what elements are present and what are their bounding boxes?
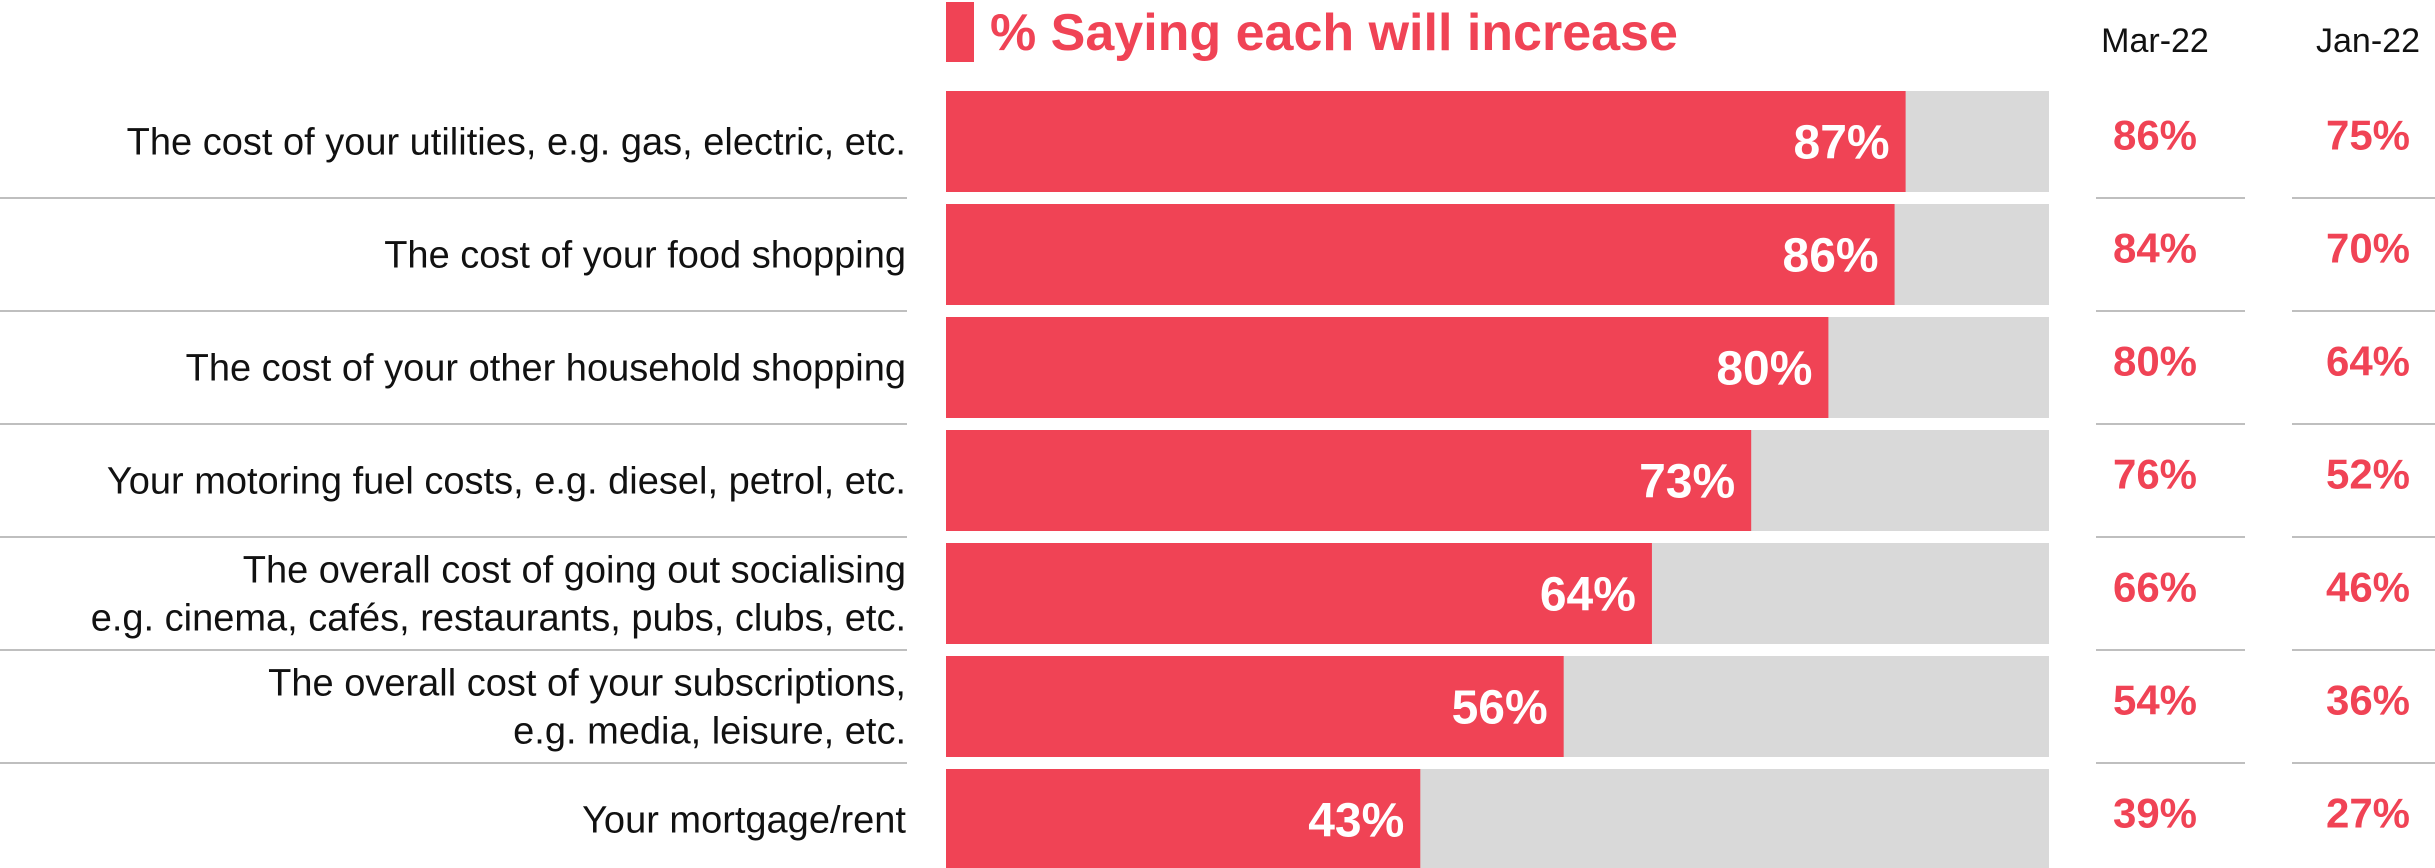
column-header-jan-22: Jan-22 (2316, 22, 2420, 60)
bar (946, 91, 1906, 192)
category-label: Your motoring fuel costs, e.g. diesel, p… (107, 461, 906, 503)
comparison-value-jan-22: 36% (2326, 677, 2410, 724)
bar-value-label: 87% (1794, 117, 1890, 170)
category-label: The cost of your utilities, e.g. gas, el… (127, 122, 906, 164)
chart-title: % Saying each will increase (990, 4, 1678, 62)
comparison-value-mar-22: 39% (2113, 790, 2197, 837)
comparison-value-mar-22: 54% (2113, 677, 2197, 724)
bar (946, 543, 1652, 644)
chart-title-group: % Saying each will increase (946, 2, 1678, 62)
comparison-value-mar-22: 86% (2113, 112, 2197, 159)
chart-row-3: 80% The cost of your other household shop… (0, 317, 2435, 425)
bar-value-label: 64% (1540, 569, 1636, 622)
title-marker (946, 2, 974, 62)
comparison-value-jan-22: 64% (2326, 338, 2410, 385)
comparison-value-jan-22: 46% (2326, 564, 2410, 611)
chart-row-7: 43% Your mortgage/rent 39% 27% (582, 769, 2410, 868)
chart-row-6: 56% The overall cost of your subscription… (0, 656, 2435, 764)
category-label: The cost of your food shopping (384, 235, 906, 277)
category-label: e.g. cinema, cafés, restaurants, pubs, c… (91, 598, 906, 640)
category-label: The overall cost of going out socialisin… (243, 550, 906, 592)
comparison-value-jan-22: 27% (2326, 790, 2410, 837)
bar-value-label: 73% (1639, 456, 1735, 509)
comparison-value-mar-22: 80% (2113, 338, 2197, 385)
chart-row-2: 86% The cost of your food shopping 84% 70% (0, 204, 2435, 312)
bar-value-label: 43% (1308, 795, 1404, 848)
bar (946, 769, 1421, 868)
bar (946, 317, 1829, 418)
comparison-value-jan-22: 75% (2326, 112, 2410, 159)
bar (946, 204, 1895, 305)
bar (946, 430, 1752, 531)
bar-value-label: 56% (1452, 682, 1548, 735)
bar-value-label: 80% (1716, 343, 1812, 396)
category-label: The overall cost of your subscriptions, (268, 663, 906, 705)
category-label: e.g. media, leisure, etc. (513, 711, 906, 753)
comparison-value-mar-22: 84% (2113, 225, 2197, 272)
chart-row-4: 73% Your motoring fuel costs, e.g. diesel… (0, 430, 2435, 538)
comparison-value-jan-22: 52% (2326, 451, 2410, 498)
comparison-value-jan-22: 70% (2326, 225, 2410, 272)
chart-rows: 87% The cost of your utilities, e.g. gas,… (0, 91, 2435, 868)
comparison-value-mar-22: 66% (2113, 564, 2197, 611)
chart-row-5: 64% The overall cost of going out sociali… (0, 543, 2435, 651)
bar (946, 656, 1564, 757)
chart-row-1: 87% The cost of your utilities, e.g. gas,… (0, 91, 2435, 199)
category-label: The cost of your other household shoppin… (186, 348, 906, 390)
comparison-value-mar-22: 76% (2113, 451, 2197, 498)
column-header-mar-22: Mar-22 (2101, 22, 2209, 60)
bar-value-label: 86% (1783, 230, 1879, 283)
category-label: Your mortgage/rent (582, 800, 906, 842)
